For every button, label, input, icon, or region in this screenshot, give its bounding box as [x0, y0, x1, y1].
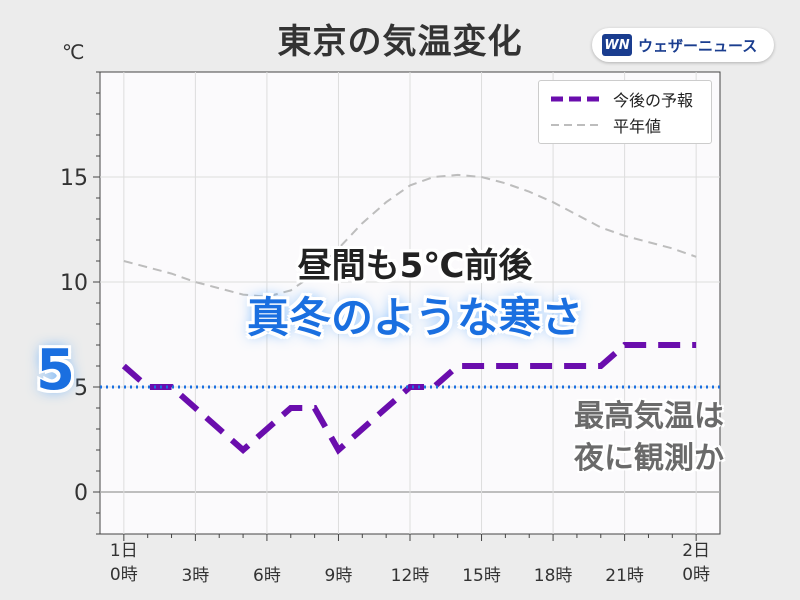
y-tick-label: 15 — [60, 166, 88, 191]
brand-logo: WN ウェザーニュース — [592, 28, 774, 62]
annotation-note-line1: 最高気温は — [574, 399, 724, 434]
logo-mark-icon: WN — [602, 34, 632, 56]
legend-swatch-forecast — [551, 96, 601, 102]
axis-layer: 0 5 10 15 1日 0時 3時 6時 9時 12時 15時 18時 21時 2日 0時 — [60, 71, 710, 586]
x-tick-label: 9時 — [325, 566, 353, 586]
legend-label-forecast: 今後の予報 — [613, 91, 694, 110]
y-tick-label: 0 — [74, 481, 88, 506]
legend-item-normal: 平年値 — [539, 113, 661, 137]
x-tick-label: 12時 — [391, 566, 430, 586]
legend: 今後の予報 平年値 — [538, 80, 712, 144]
y-axis-unit: ℃ — [62, 40, 85, 64]
x-tick-label: 21時 — [605, 566, 644, 586]
y-tick-label: 5 — [74, 376, 88, 401]
x-tick-label: 18時 — [534, 566, 573, 586]
annotation-note-line2: 夜に観測か — [574, 441, 724, 476]
normal-series-line — [123, 173, 697, 298]
logo-text: ウェザーニュース — [638, 36, 758, 55]
x-tick-label: 15時 — [462, 566, 501, 586]
series-layer — [100, 173, 720, 455]
chart-title: 東京の気温変化 — [277, 22, 523, 62]
y-tick-label: 10 — [60, 271, 88, 296]
legend-label-normal: 平年値 — [613, 117, 662, 136]
x-tick-label: 6時 — [253, 566, 281, 586]
annotation-note: 最高気温は 夜に観測か — [574, 396, 774, 480]
x-tick-label: 0時 — [110, 565, 138, 585]
legend-swatch-normal — [551, 124, 601, 126]
x-tick-label: 3時 — [181, 566, 209, 586]
reference-value-label: 5 — [36, 338, 75, 403]
x-tick-label: 1日 — [110, 541, 138, 561]
x-tick-label: 2日 — [682, 541, 710, 561]
legend-item-forecast: 今後の予報 — [539, 87, 693, 111]
forecast-series-line — [121, 342, 697, 455]
annotation-headline: 昼間も5℃前後 — [297, 246, 533, 286]
annotation-subheadline: 真冬のような寒さ — [246, 293, 583, 342]
x-tick-label: 0時 — [682, 565, 710, 585]
